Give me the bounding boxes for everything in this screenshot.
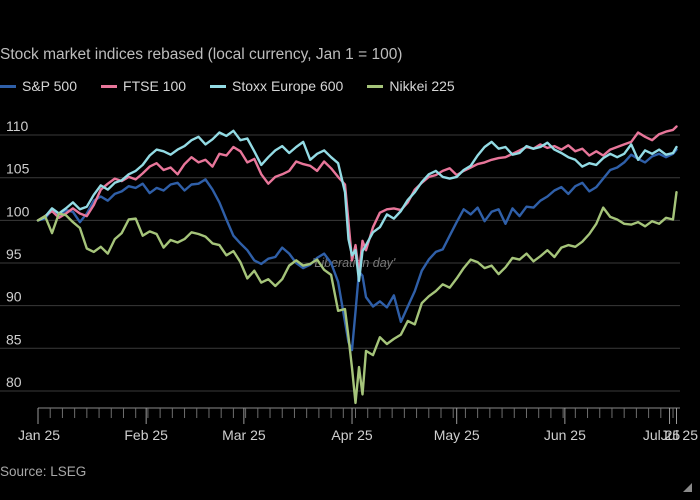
legend-item-stoxx600: Stoxx Europe 600 (210, 78, 343, 94)
legend-label-ftse100: FTSE 100 (123, 78, 187, 94)
y-tick-label-85: 85 (6, 331, 22, 347)
series-line-stoxx-europe-600 (36, 129, 678, 283)
y-tick-label-90: 90 (6, 289, 22, 305)
chart-source: Source: LSEG (0, 464, 87, 479)
y-tick-label-110: 110 (6, 118, 29, 134)
x-tick-label-4: May 25 (434, 427, 480, 443)
series-lines (36, 125, 678, 405)
legend-swatch-ftse100 (101, 84, 118, 88)
grid-lines (0, 134, 680, 392)
x-tick-label-0: Jan 25 (18, 427, 60, 443)
corner-mark-icon (683, 483, 692, 492)
legend-item-nikkei225: Nikkei 225 (367, 78, 455, 94)
x-tick-label-1: Feb 25 (124, 427, 168, 443)
chart-title: Stock market indices rebased (local curr… (0, 46, 403, 63)
x-tick-label-3: Apr 25 (331, 427, 372, 443)
series-line-ftse-100 (36, 125, 678, 275)
legend-label-sp500: S&P 500 (22, 78, 78, 94)
x-tick-label-6: Jul 25 (643, 427, 681, 443)
legend-label-stoxx600: Stoxx Europe 600 (232, 78, 344, 94)
y-tick-label-95: 95 (6, 246, 22, 262)
legend-swatch-sp500 (0, 84, 16, 88)
legend-label-nikkei225: Nikkei 225 (389, 78, 455, 94)
series-line-nikkei-225 (36, 191, 678, 405)
chart-legend: S&P 500 FTSE 100 Stoxx Europe 600 Nikkei… (0, 78, 479, 94)
legend-item-sp500: S&P 500 (0, 78, 77, 94)
x-tick-label-7: Jul 25 (661, 427, 699, 443)
legend-swatch-stoxx600 (210, 84, 227, 88)
y-tick-label-105: 105 (6, 161, 30, 177)
legend-swatch-nikkei225 (367, 84, 384, 88)
series-line-s-p-500 (36, 148, 678, 352)
liberation-day-annotation: 'Liberation day' (312, 256, 396, 270)
y-tick-label-100: 100 (6, 203, 30, 219)
x-tick-label-5: Jun 25 (544, 427, 586, 443)
legend-item-ftse100: FTSE 100 (101, 78, 186, 94)
axes: 80 85 90 95 100 105 110 Jan 25 Feb 25 Mar 25 Apr 2… (6, 118, 698, 443)
y-tick-label-80: 80 (6, 374, 22, 390)
x-tick-label-2: Mar 25 (222, 427, 266, 443)
